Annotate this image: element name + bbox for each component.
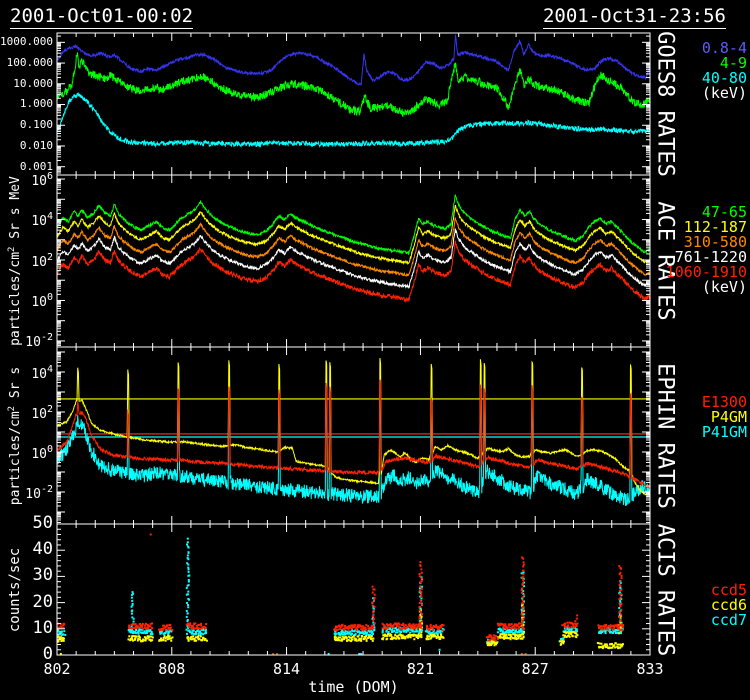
y-tick-exponent: 0 [46, 443, 53, 455]
panel-goes8-data [57, 34, 650, 148]
x-axis-title: time (DOM) [308, 678, 399, 696]
y-tick-label: 1.000 [19, 97, 53, 111]
legend-item: P41GM [701, 423, 747, 441]
trace-47-65 [57, 194, 650, 256]
x-tick-label: 802 [43, 660, 71, 678]
side-label-ephin: EPHIN RATES [652, 362, 678, 509]
panel-ace-data [57, 194, 650, 303]
trace-P41GM [57, 397, 650, 506]
y-tick-label: 10-2 [25, 483, 53, 502]
side-label-acis: ACIS RATES [652, 523, 678, 656]
y-tick-label: 40 [32, 539, 53, 560]
panel-acis-data [57, 533, 625, 655]
trace-E1300 [57, 379, 650, 490]
legend-item: ccd7 [710, 611, 747, 629]
y-tick-label: 10.000 [13, 76, 53, 90]
trace-761-1220 [57, 228, 650, 290]
y-tick-label: 100 [31, 443, 53, 462]
x-tick-label: 814 [273, 660, 301, 678]
panel-ticks [56, 524, 651, 655]
panel-frame [56, 32, 651, 176]
trace-310-580 [57, 217, 650, 277]
legend-ephin: E1300 P4GM P41GM [702, 395, 747, 440]
y-tick-label: 0 [42, 643, 53, 664]
y-tick-label: 50 [32, 512, 53, 533]
y-tick-exponent: 2 [46, 251, 53, 263]
trace-P4GM [57, 358, 650, 496]
x-tick-label: 808 [158, 660, 186, 678]
panel-ticks [56, 33, 651, 175]
legend-item: 4-9 [719, 54, 747, 72]
y-tick-label: 0.001 [19, 159, 53, 173]
y-tick-label: 100.000 [6, 55, 53, 69]
panel-frame [56, 523, 651, 656]
legend-item: ccd5 [710, 581, 747, 599]
y-tick-label: 30 [32, 565, 53, 586]
legend-item: (keV) [701, 84, 747, 102]
title-end-time: 2001-Oct31-23:56 [542, 5, 726, 29]
panel-ticks [56, 175, 651, 347]
y-tick-label: 0.010 [19, 138, 53, 152]
y-tick-label: 10-2 [25, 332, 53, 351]
trace-4-9 [57, 52, 650, 117]
y-tick-exponent: 4 [46, 211, 53, 223]
y-axis-label-ephin: particles/cm2 Sr s [7, 366, 23, 505]
legend-item: 0.8-4 [701, 39, 747, 57]
legend-item: 112-187 [683, 218, 747, 236]
y-axis-label-ace: particles/cm2 Sr s MeV [7, 176, 23, 346]
legend-ace: 47-65 112-187 310-580 761-1220 1060-1910 (keV… [666, 205, 747, 295]
trace-1060-1910 [57, 240, 650, 303]
side-label-goes8: GOES8 RATES [652, 31, 678, 177]
trace-112-187 [57, 204, 650, 266]
title-start-time: 2001-Oct01-00:02 [10, 5, 194, 29]
y-tick-label: 20 [32, 591, 53, 612]
legend-item: 310-580 [683, 233, 747, 251]
legend-item: 47-65 [701, 203, 747, 221]
y-tick-label: 106 [31, 170, 53, 189]
y-axis-label-exponent: 2 [7, 405, 17, 411]
y-tick-exponent: 0 [46, 292, 53, 303]
y-tick-label: 0.100 [19, 118, 53, 132]
legend-item: 761-1220 [674, 248, 747, 266]
y-tick-exponent: 2 [46, 403, 53, 415]
legend-acis: ccd5 ccd6 ccd7 [711, 583, 747, 628]
legend-item: 1060-1910 [665, 263, 747, 281]
y-axis-label-acis: counts/sec [7, 547, 23, 632]
y-tick-exponent: 6 [46, 170, 53, 182]
x-tick-label: 827 [521, 660, 549, 678]
y-tick-label: 102 [31, 403, 53, 422]
y-axis-label-exponent: 2 [7, 246, 17, 252]
y-tick-exponent: 4 [46, 363, 53, 375]
y-tick-label: 10 [32, 617, 53, 638]
panel-ticks [56, 347, 651, 524]
y-tick-label: 102 [31, 251, 53, 270]
y-tick-exponent: -2 [40, 332, 53, 344]
y-tick-label: 100 [31, 292, 53, 310]
y-tick-exponent: -2 [40, 483, 53, 495]
legend-item: ccd6 [710, 596, 747, 614]
legend-item: 40-80 [701, 69, 747, 87]
legend-goes8: 0.8-4 4-9 40-80 (keV) [702, 41, 747, 101]
legend-item: (keV) [701, 278, 747, 296]
trace-40-80 [57, 91, 650, 148]
trace-0.8-4 [57, 34, 650, 86]
x-tick-label: 821 [406, 660, 434, 678]
legend-item: P4GM [710, 408, 747, 426]
legend-item: E1300 [701, 393, 747, 411]
y-tick-label: 104 [31, 363, 53, 382]
y-tick-label: 1000.000 [0, 35, 53, 49]
panel-ephin-data [57, 358, 650, 506]
x-tick-label: 833 [636, 660, 664, 678]
y-tick-label: 104 [31, 211, 53, 230]
